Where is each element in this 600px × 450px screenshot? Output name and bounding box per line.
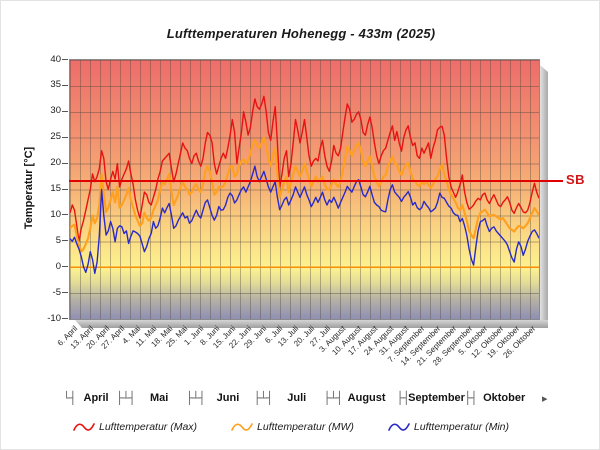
y-tick-label: 20 (50, 157, 61, 169)
y-tick-label: -10 (47, 312, 61, 324)
y-tick-mark (62, 59, 68, 60)
legend-label: Lufttemperatur (MW) (257, 421, 354, 433)
plot-grid (70, 60, 539, 319)
month-band: └┤ April ├┴┤ Mai ├┴┤ Juni ├┴┤ Juli ├┴┤ August ├┤ Se… (1, 391, 599, 409)
y-tick-mark (62, 84, 68, 86)
legend-line-icon (231, 423, 253, 431)
month-separator-bracket: ├┤ (464, 391, 477, 405)
month-separator-bracket: ├┴┤ (323, 391, 343, 405)
month-label-juli: Juli (287, 392, 307, 404)
y-tick-label: 25 (50, 131, 61, 143)
legend-item-max: Lufttemperatur (Max) (73, 421, 197, 433)
month-separator-bracket: ├┴┤ (185, 391, 206, 405)
y-tick-label: 0 (55, 260, 61, 272)
y-tick-mark (62, 136, 68, 138)
month-separator-bracket: ├┤ (396, 391, 409, 405)
legend-label: Lufttemperatur (Min) (413, 421, 510, 433)
y-tick-mark (62, 188, 68, 190)
month-separator-bracket: ├┴┤ (116, 391, 136, 405)
y-tick-label: 40 (50, 53, 61, 65)
series-line-mw (70, 136, 539, 253)
month-label-oktober: Oktober (483, 392, 526, 404)
plot-bevel-right (540, 65, 548, 326)
scroll-right-arrow-icon[interactable]: ▸ (542, 393, 548, 405)
y-tick-mark (62, 110, 68, 112)
temperature-series (70, 95, 539, 275)
y-tick-mark (62, 292, 68, 294)
month-label-mai: Mai (150, 392, 169, 404)
legend-line-icon (388, 423, 410, 431)
y-tick-mark (62, 162, 68, 164)
plot-area (69, 59, 540, 320)
legend: Lufttemperatur (Max) Lufttemperatur (MW) L… (73, 421, 509, 433)
chart-title: Lufttemperaturen Hohenegg - 433m (2025) (166, 26, 436, 41)
y-tick-label: 5 (55, 234, 61, 246)
series-line-min (70, 165, 539, 275)
y-tick-mark (62, 214, 68, 216)
legend-item-min: Lufttemperatur (Min) (388, 421, 509, 433)
series-line-max (70, 95, 539, 243)
month-label-august: August (347, 392, 386, 404)
month-label-september: September (408, 392, 465, 404)
plot-bevel-bottom (75, 320, 548, 328)
month-label-april: April (83, 392, 109, 404)
y-tick-label: -5 (52, 286, 61, 298)
y-tick-label: 15 (50, 183, 61, 194)
y-tick-mark (62, 240, 68, 242)
y-tick-mark (62, 266, 68, 268)
legend-item-mw: Lufttemperatur (MW) (231, 421, 354, 433)
legend-label: Lufttemperatur (Max) (99, 421, 198, 433)
y-tick-mark (62, 318, 68, 319)
legend-line-icon (73, 423, 95, 431)
month-separator-bracket: ├┴┤ (253, 391, 274, 405)
sb-threshold-label: SB (566, 172, 586, 188)
y-tick-label: 30 (50, 105, 61, 117)
month-band-start-bracket: └┤ (63, 391, 76, 405)
y-tick-label: 35 (50, 79, 61, 91)
y-tick-label: 10 (50, 208, 61, 220)
month-label-juni: Juni (216, 392, 240, 404)
sb-threshold-line (69, 180, 563, 183)
